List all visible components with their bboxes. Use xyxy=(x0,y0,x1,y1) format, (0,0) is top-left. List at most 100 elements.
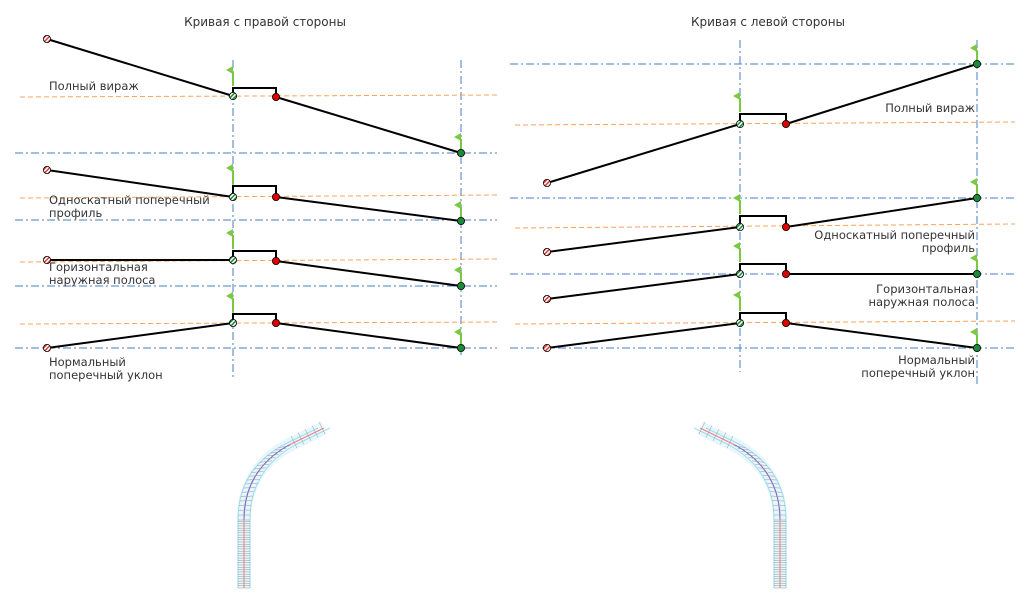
pivot-marker xyxy=(228,318,237,327)
section-label: поперечный уклон xyxy=(49,368,163,382)
plan-strip xyxy=(237,421,328,588)
plan-edge xyxy=(693,427,775,588)
plan-tick xyxy=(274,448,287,451)
plan-tick xyxy=(733,445,746,448)
plan-edge xyxy=(249,427,331,588)
end-marker xyxy=(973,343,982,352)
end-marker xyxy=(456,216,465,225)
plan-tick xyxy=(304,428,312,442)
plan-tick xyxy=(251,471,264,473)
plan-tick xyxy=(243,487,256,489)
plan-tick xyxy=(769,491,782,493)
plan-tick xyxy=(245,482,258,485)
pivot-marker xyxy=(228,192,237,201)
plan-tick xyxy=(771,495,784,497)
reference-dashed-line xyxy=(514,223,1016,229)
pavement-bracket xyxy=(232,87,277,97)
plan-tick xyxy=(754,464,768,466)
flag-icon xyxy=(970,178,977,186)
profile-inner-segment xyxy=(46,38,234,97)
pavement-bracket xyxy=(232,313,277,323)
start-marker xyxy=(43,35,52,44)
plan-tick xyxy=(705,425,713,438)
flag-icon xyxy=(226,292,233,300)
plan-tick xyxy=(297,432,305,445)
flag-icon xyxy=(733,92,740,100)
pivot-marker xyxy=(228,255,237,264)
plan-view xyxy=(693,421,787,589)
edge-marker xyxy=(271,93,280,102)
profile-outer-segment xyxy=(275,260,462,287)
edge-marker xyxy=(271,256,280,265)
end-marker xyxy=(456,148,465,157)
pavement-bracket xyxy=(232,250,277,261)
pavement-bracket xyxy=(739,113,787,124)
reference-dashed-line xyxy=(19,94,498,98)
pivot-marker xyxy=(736,269,745,278)
plan-tick xyxy=(726,435,734,449)
edge-marker xyxy=(782,269,791,278)
plan-tick xyxy=(719,432,727,445)
start-marker xyxy=(543,247,552,256)
plan-tick xyxy=(766,482,779,485)
pavement-bracket xyxy=(739,263,787,274)
plan-tick xyxy=(741,451,754,454)
section-label: Горизонтальная xyxy=(49,260,148,274)
start-marker xyxy=(543,294,552,303)
section-label: Односкатный поперечный xyxy=(814,228,975,242)
section-label: Полный вираж xyxy=(885,101,975,115)
pavement-bracket xyxy=(739,312,787,323)
edge-marker xyxy=(782,120,791,129)
edge-marker xyxy=(782,318,791,327)
panel-title-left-curve: Кривая с левой стороны xyxy=(691,15,845,29)
edge-marker xyxy=(271,318,280,327)
start-marker xyxy=(43,255,52,264)
pivot-marker xyxy=(736,222,745,231)
pivot-marker xyxy=(736,120,745,129)
profile-inner-segment xyxy=(46,322,234,349)
section-label: Односкатный поперечный xyxy=(49,193,210,207)
flag-icon xyxy=(454,201,461,209)
section-label: поперечный уклон xyxy=(861,366,975,380)
flag-icon xyxy=(970,328,977,336)
flag-icon xyxy=(454,266,461,274)
profile-inner-segment xyxy=(546,322,741,349)
section-label: Нормальный xyxy=(49,355,126,369)
section-label: наружная полоса xyxy=(49,273,155,287)
profile-outer-segment xyxy=(785,63,978,125)
reference-dashed-line xyxy=(514,320,1016,325)
pivot-marker xyxy=(228,92,237,101)
end-marker xyxy=(973,60,982,69)
reference-dashed-line xyxy=(19,321,498,325)
edge-marker xyxy=(782,222,791,231)
start-marker xyxy=(543,343,552,352)
plan-tick xyxy=(698,421,706,435)
start-marker xyxy=(43,165,52,174)
panel-title-right-curve: Кривая с правой стороны xyxy=(184,15,346,29)
plan-tick xyxy=(260,460,273,463)
flag-icon xyxy=(970,254,977,262)
plan-tick xyxy=(242,491,255,493)
end-marker xyxy=(973,269,982,278)
profile-outer-segment xyxy=(275,196,462,222)
pavement-bracket xyxy=(739,215,787,227)
plan-tick xyxy=(751,460,764,463)
section-label: профиль xyxy=(49,206,103,220)
plan-tick xyxy=(278,445,291,448)
plan-tick xyxy=(311,425,319,438)
plan-view xyxy=(237,421,331,589)
profile-inner-segment xyxy=(546,123,741,184)
end-marker xyxy=(973,193,982,202)
plan-tick xyxy=(737,448,750,451)
plan-strip xyxy=(696,421,787,588)
start-marker xyxy=(543,178,552,187)
plan-tick xyxy=(712,428,720,442)
plan-tick xyxy=(760,471,773,473)
plan-tick xyxy=(748,457,761,460)
flag-icon xyxy=(226,229,233,237)
section-label: Горизонтальная xyxy=(876,282,975,296)
flag-icon xyxy=(226,66,233,74)
profile-outer-segment xyxy=(785,322,978,349)
profile-outer-segment xyxy=(785,197,978,228)
start-marker xyxy=(43,343,52,352)
